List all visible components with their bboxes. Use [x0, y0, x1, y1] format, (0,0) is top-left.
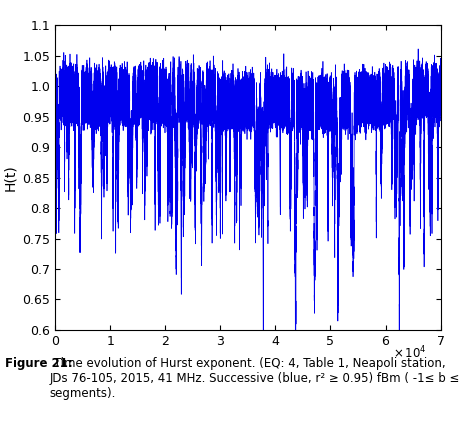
- Text: $\times\,10^4$: $\times\,10^4$: [393, 345, 427, 361]
- Text: Figure 21:: Figure 21:: [5, 357, 73, 371]
- Text: Time evolution of Hurst exponent. (EQ: 4, Table 1, Neapoli station,
JDs 76-105, : Time evolution of Hurst exponent. (EQ: 4…: [50, 357, 459, 401]
- Y-axis label: H(t): H(t): [3, 164, 17, 191]
